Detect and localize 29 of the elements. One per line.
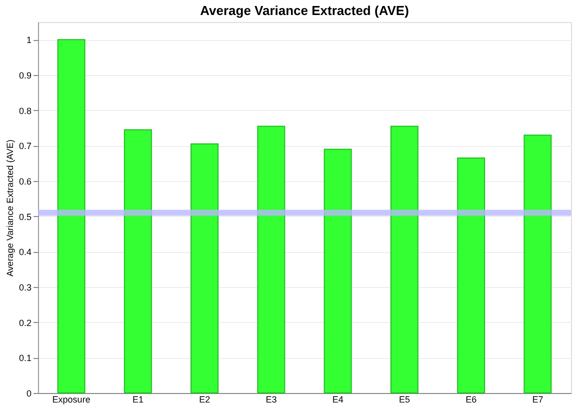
y-tick-label: 0.5 (18, 212, 32, 222)
y-tick-label: 0.3 (18, 282, 32, 292)
y-tick-label: 0.2 (18, 318, 32, 328)
x-tick-label: E6 (466, 394, 477, 404)
y-tick-label: 0.6 (18, 176, 32, 186)
x-tick-label: E2 (199, 394, 210, 404)
y-axis-title: Average Variance Extracted (AVE) (4, 139, 15, 277)
bar (257, 126, 286, 394)
bar (390, 126, 418, 394)
bar (124, 129, 152, 394)
y-tick-label: 0.7 (18, 141, 32, 152)
x-tick-label: E5 (398, 394, 410, 404)
bar (524, 134, 552, 394)
bar (190, 143, 219, 394)
bar (324, 148, 352, 394)
y-tick-label: 0 (26, 388, 32, 398)
x-tick-label: E1 (132, 394, 144, 404)
x-tick-label: E7 (532, 394, 544, 404)
bar (457, 158, 486, 394)
y-tick-label: 0.1 (18, 353, 32, 364)
x-tick-label: Exposure (52, 394, 90, 404)
bar (57, 39, 86, 394)
x-tick-label: E4 (332, 394, 344, 404)
y-tick-label: 0.4 (18, 247, 32, 258)
y-tick-label: 1 (26, 35, 32, 46)
x-tick-label: E3 (266, 394, 277, 404)
chart-title: Average Variance Extracted (AVE) (200, 3, 409, 18)
y-tick-label: 0.9 (18, 70, 32, 80)
y-tick-label: 0.8 (18, 106, 32, 116)
